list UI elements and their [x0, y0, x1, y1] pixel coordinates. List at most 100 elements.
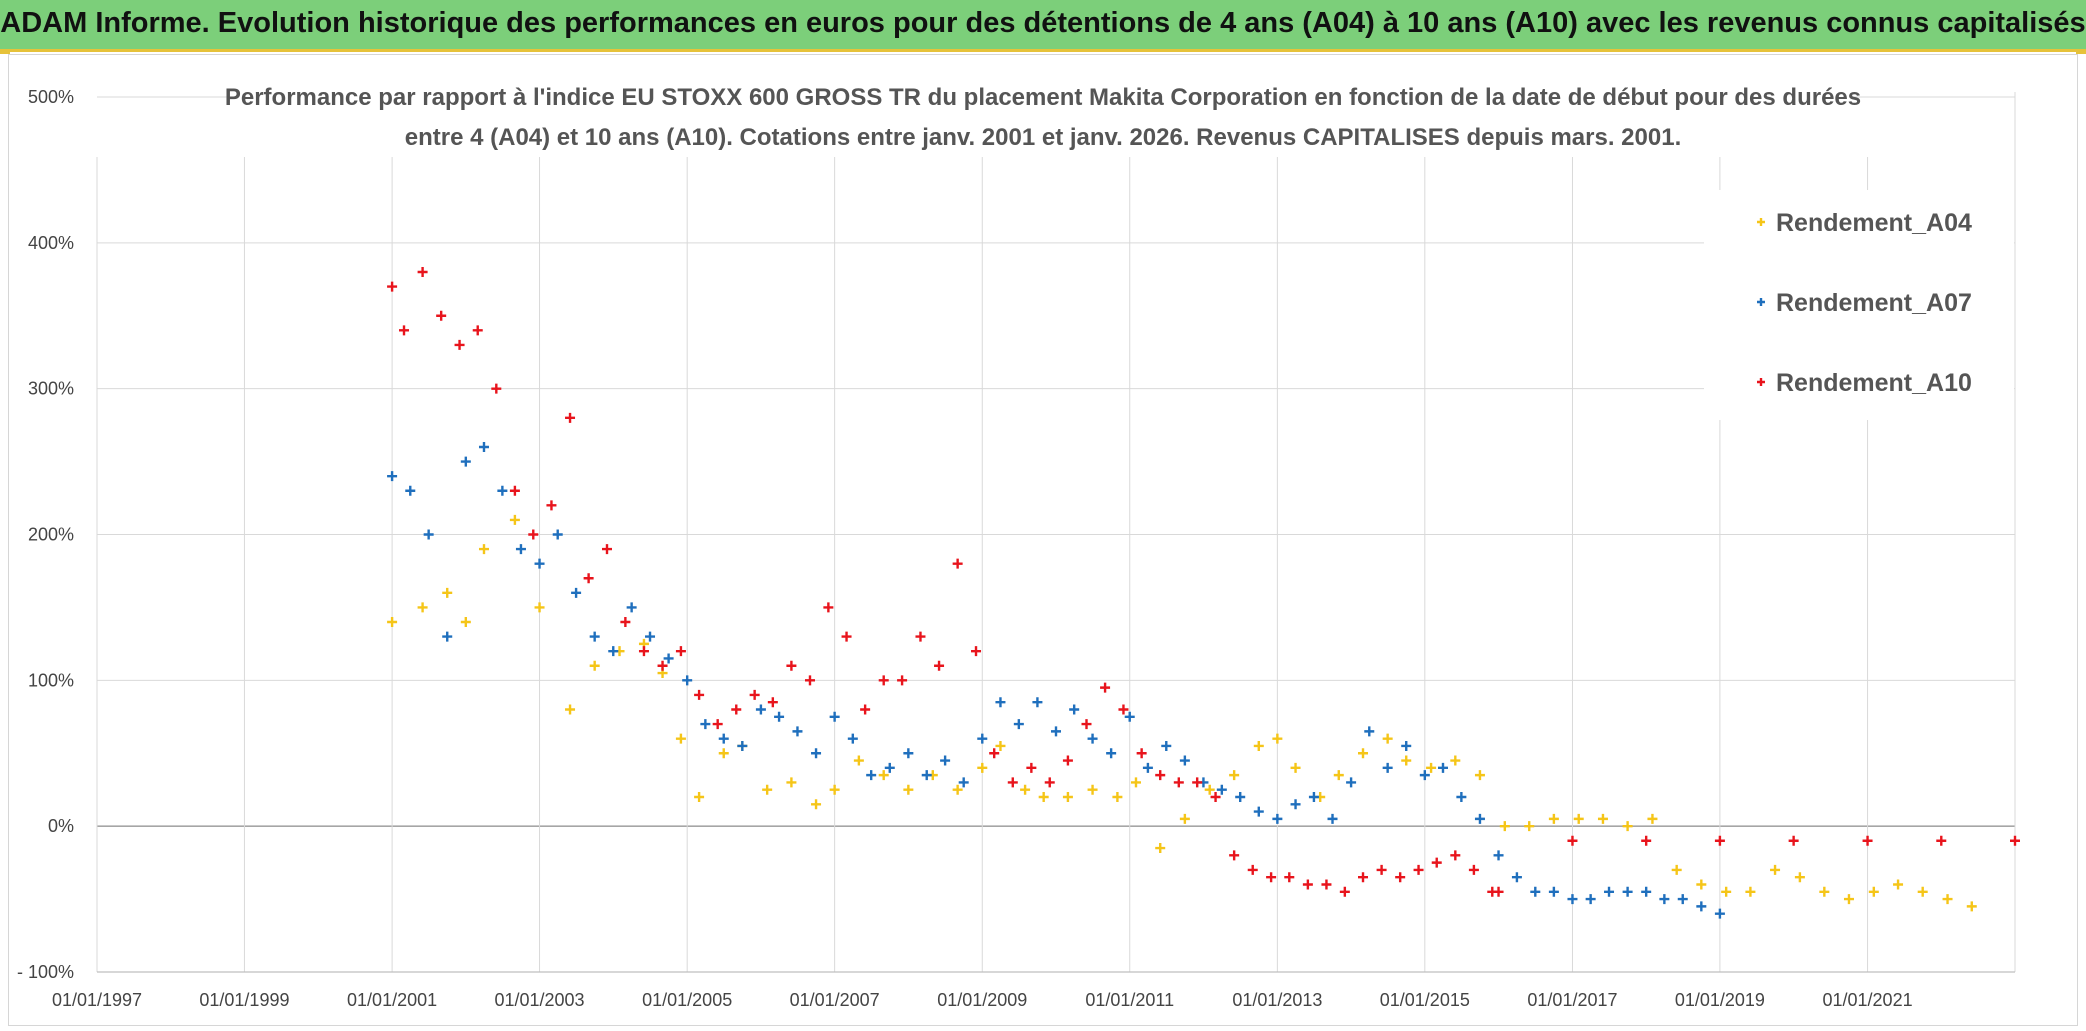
data-point-a04 [1548, 813, 1559, 824]
data-point-a10 [804, 675, 815, 686]
data-point-a07 [663, 653, 674, 664]
legend-marker-a10 [1757, 378, 1765, 386]
data-point-a10 [1714, 835, 1725, 846]
data-point-a10 [1173, 777, 1184, 788]
banner-corner-right [2076, 49, 2086, 54]
data-point-a07 [1474, 813, 1485, 824]
data-point-a10 [1413, 864, 1424, 875]
data-point-a07 [682, 675, 693, 686]
data-point-a10 [1100, 682, 1111, 693]
data-point-a07 [1253, 806, 1264, 817]
data-point-a10 [620, 617, 631, 627]
data-point-a07 [608, 646, 619, 657]
y-tick-label: 200% [28, 525, 74, 545]
data-point-a10 [1026, 762, 1037, 773]
data-point-a04 [1112, 792, 1123, 802]
data-point-a07 [1622, 886, 1633, 897]
data-point-a07 [1346, 777, 1357, 788]
x-tick-label: 01/01/2017 [1527, 990, 1617, 1010]
data-point-a04 [1597, 813, 1608, 824]
data-point-a07 [1401, 740, 1412, 751]
data-point-a10 [823, 602, 834, 613]
data-point-a10 [1192, 777, 1203, 788]
data-point-a04 [1474, 770, 1485, 781]
data-point-a04 [811, 799, 822, 810]
legend-marker-a04 [1757, 218, 1765, 226]
data-point-a10 [657, 660, 668, 671]
data-point-a07 [497, 485, 508, 496]
data-point-a10 [1358, 872, 1369, 883]
legend-label-a04: Rendement_A04 [1776, 209, 1972, 237]
data-point-a10 [387, 281, 398, 292]
data-point-a07 [1290, 799, 1301, 810]
data-point-a07 [1216, 784, 1227, 795]
data-point-a04 [1253, 740, 1264, 751]
legend-marker-a07 [1757, 298, 1765, 306]
data-point-a07 [755, 704, 766, 715]
data-point-a07 [700, 719, 711, 730]
data-point-a04 [1647, 813, 1658, 824]
data-point-a10 [749, 689, 760, 700]
data-point-a04 [694, 792, 705, 802]
data-point-a07 [1548, 886, 1559, 897]
data-point-a10 [1339, 886, 1350, 897]
x-tick-label: 01/01/1997 [52, 990, 142, 1010]
data-point-a10 [436, 310, 447, 321]
data-point-a10 [1266, 872, 1277, 883]
data-point-a07 [1106, 748, 1117, 759]
data-point-a07 [1567, 894, 1578, 905]
legend-plus-icon [1757, 298, 1765, 306]
data-point-a04 [1204, 784, 1215, 795]
data-point-a07 [1677, 894, 1688, 905]
data-point-a07 [1714, 908, 1725, 919]
data-point-a04 [977, 762, 988, 773]
x-tick-label: 01/01/1999 [199, 990, 289, 1010]
data-point-a07 [387, 471, 398, 482]
data-point-a10 [878, 675, 889, 686]
data-point-a10 [1136, 748, 1147, 759]
data-point-a04 [1038, 792, 1049, 802]
data-point-a04 [1966, 901, 1977, 912]
data-point-a04 [1917, 886, 1928, 897]
chart-title-line: entre 4 (A04) et 10 ans (A10). Cotations… [405, 124, 1682, 151]
data-point-a07 [1493, 850, 1504, 861]
data-point-a10 [1468, 864, 1479, 875]
data-point-a10 [1641, 835, 1652, 846]
x-tick-label: 01/01/2001 [347, 990, 437, 1010]
y-tick-label: - 100% [17, 962, 74, 982]
data-point-a04 [1721, 886, 1732, 897]
data-point-a07 [1161, 740, 1172, 751]
data-point-a04 [718, 748, 729, 759]
data-point-a07 [792, 726, 803, 737]
data-point-a07 [903, 748, 914, 759]
data-point-a04 [1843, 894, 1854, 905]
data-point-a10 [971, 646, 982, 657]
x-tick-label: 01/01/2021 [1823, 990, 1913, 1010]
data-point-a10 [731, 704, 742, 715]
data-point-a07 [958, 777, 969, 788]
data-point-a07 [1659, 894, 1670, 905]
data-point-a10 [399, 325, 410, 336]
x-tick-label: 01/01/2011 [1085, 990, 1174, 1010]
y-tick-label: 0% [48, 816, 74, 836]
x-tick-label: 01/01/2009 [937, 990, 1027, 1010]
data-point-a04 [1622, 821, 1633, 832]
legend-label-a07: Rendement_A07 [1776, 289, 1972, 317]
data-point-a04 [589, 660, 600, 671]
legend-plus-icon [1757, 378, 1765, 386]
data-point-a07 [1013, 719, 1024, 730]
data-point-a10 [1081, 719, 1092, 730]
x-tick-label: 01/01/2003 [494, 990, 584, 1010]
data-point-a10 [1493, 886, 1504, 897]
data-point-a10 [472, 325, 483, 336]
data-point-a04 [1272, 733, 1283, 744]
data-point-a04 [565, 704, 576, 715]
data-point-a07 [1437, 762, 1448, 773]
data-point-a10 [1788, 835, 1799, 846]
data-point-a10 [675, 646, 686, 657]
data-point-a10 [915, 631, 926, 642]
data-point-a10 [528, 529, 539, 540]
data-point-a10 [1044, 777, 1055, 788]
legend-box [1704, 190, 2014, 420]
data-point-a07 [626, 602, 637, 613]
